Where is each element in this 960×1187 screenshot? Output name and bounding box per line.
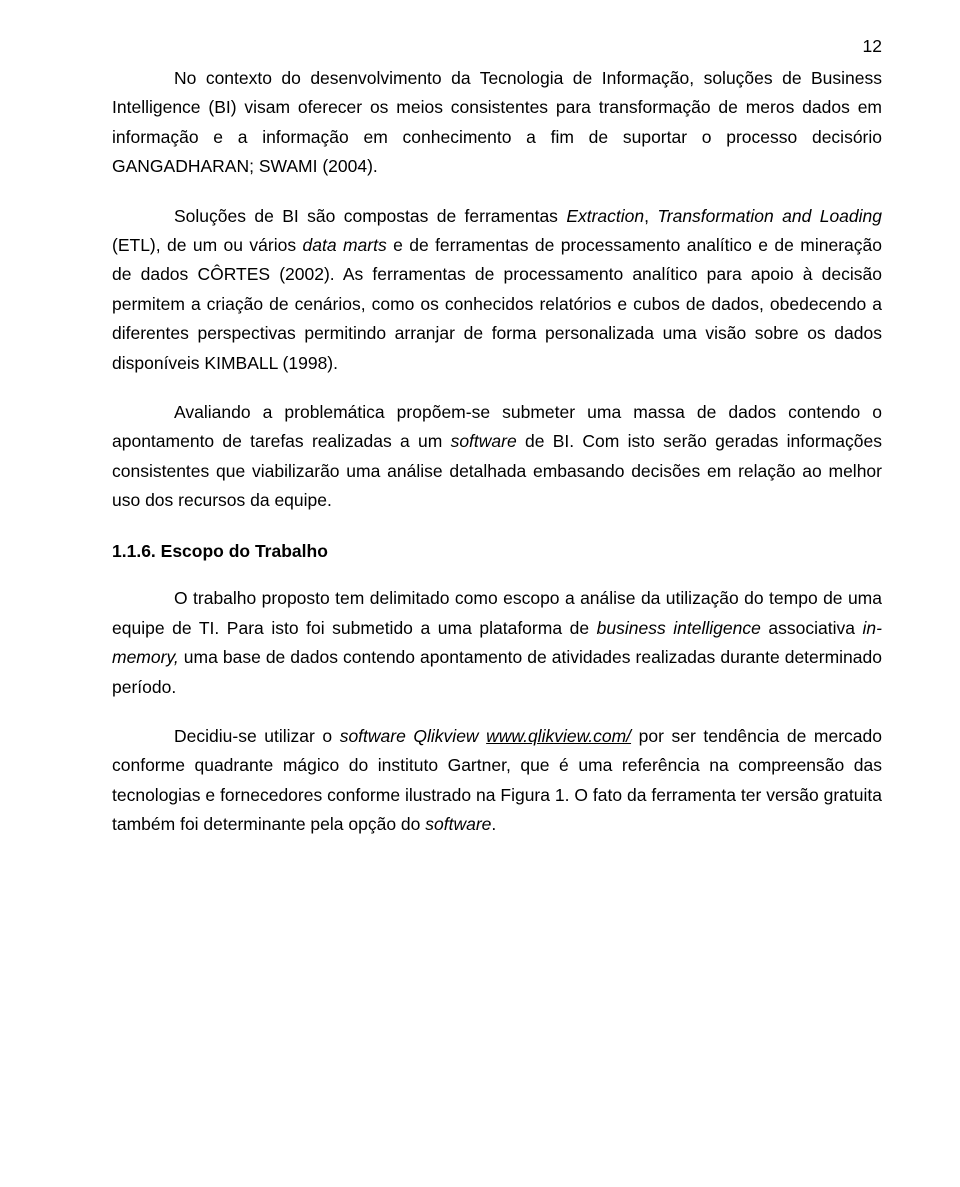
p5-run-c [479,726,487,746]
p5-run-a: Decidiu-se utilizar o [174,726,340,746]
document-page: 12 No contexto do desenvolvimento da Tec… [0,0,960,1187]
p2-italic-transformation-loading: Transformation and Loading [657,206,882,226]
p2-italic-extraction: Extraction [566,206,644,226]
p3-italic-software: software [451,431,517,451]
p2-run-a: Soluções de BI são compostas de ferramen… [174,206,566,226]
p4-run-e: uma base de dados contendo apontamento d… [112,647,882,696]
p5-italic-software-2: software [425,814,491,834]
paragraph-3: Avaliando a problemática propõem-se subm… [112,398,882,516]
page-number: 12 [863,36,882,57]
p5-run-f: . [491,814,496,834]
p2-run-c: , [644,206,657,226]
p2-italic-data-marts: data marts [303,235,387,255]
p4-run-c: associativa [761,618,863,638]
paragraph-1-text: No contexto do desenvolvimento da Tecnol… [112,68,882,176]
paragraph-4: O trabalho proposto tem delimitado como … [112,584,882,702]
qlikview-link[interactable]: www.qlikview.com/ [486,726,631,746]
p5-italic-software-qlikview: software Qlikview [340,726,479,746]
paragraph-5: Decidiu-se utilizar o software Qlikview … [112,722,882,840]
p2-run-e: (ETL), de um ou vários [112,235,303,255]
paragraph-1: No contexto do desenvolvimento da Tecnol… [112,64,882,182]
p2-run-g: e de ferramentas de processamento analít… [112,235,882,373]
section-heading-escopo: 1.1.6. Escopo do Trabalho [112,541,882,562]
p4-italic-business-intelligence: business intelligence [597,618,761,638]
paragraph-2: Soluções de BI são compostas de ferramen… [112,202,882,378]
